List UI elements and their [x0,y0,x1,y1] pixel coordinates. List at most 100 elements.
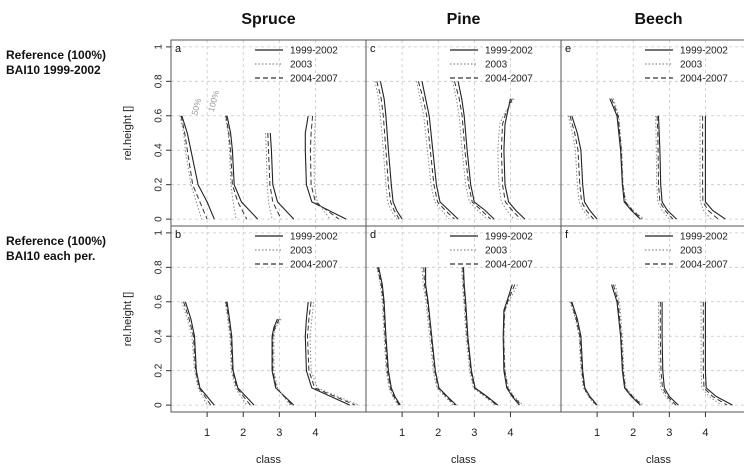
panel-e: e Beech 1999-2002 2003 2004-2007 [560,11,744,227]
panel-frame [170,39,367,227]
series-line-class3-1 [269,132,295,220]
x-tick-label: 4 [702,427,708,439]
series-line-class1-1 [184,301,215,406]
series-line-class2-2 [224,301,248,406]
column-title: Pine [447,11,481,28]
panel-c: c Pine 1999-2002 2003 2004-2007 [365,11,562,227]
legend-label: 2003 [485,60,508,71]
x-axis-label: class [256,454,282,466]
x-tick-label: 3 [666,427,672,439]
series-line-class4-2 [309,301,359,406]
panel-d: d 1 2 3 4 class 1999-2002 2003 2004-2007 [365,225,562,466]
y-tick-label: 0.4 [154,329,165,343]
series-line-class4-3 [702,301,728,406]
series-line-class1-3 [570,301,597,406]
series-line-class4-1 [502,284,520,406]
x-tick-label: 2 [630,427,636,439]
y-tick-label: 1 [154,44,165,50]
series-line-class1-2 [569,301,596,406]
series-line-class4-2 [497,98,515,220]
series-line-class4-3 [500,98,521,220]
series-line-class2-3 [417,81,455,220]
series-line-class4-3 [306,301,356,406]
series-line-class3-2 [265,132,273,220]
series-line-class2-1 [609,98,641,220]
y-tick-label: 0.6 [154,108,165,122]
legend-label: 1999-2002 [290,232,338,243]
series-line-class1-3 [569,115,594,220]
row-label-reference-each: Reference (100%) BAI10 each per. [6,234,106,264]
y-tick-label: 0.4 [154,143,165,157]
x-axis-label: class [451,454,477,466]
panel-frame [365,225,562,413]
series-line-class2-3 [611,98,643,220]
series-line-class1-3 [180,115,208,220]
series-line-class3-3 [462,267,498,406]
y-axis-label: rel.height [] [122,292,134,346]
legend-label: 1999-2002 [680,232,728,243]
series-line-class1-2 [181,301,208,406]
x-tick-label: 2 [240,427,246,439]
series-line-class4-1 [704,115,726,220]
panel-letter: a [175,43,182,55]
panel-a: a Spruce 0 0.2 0.4 0.6 0.8 1 rel.height [] 50% 100… [122,11,367,227]
y-tick-label: 0.6 [154,294,165,308]
series-line-class4-1 [304,115,347,220]
x-tick-label: 3 [471,427,477,439]
series-line-class1-1 [379,81,403,220]
y-tick-label: 0.8 [154,74,165,88]
series-line-class3-1 [457,81,495,220]
y-tick-label: 1 [154,230,165,236]
panel-frame [560,39,744,227]
legend-label: 2003 [485,246,508,257]
series-line-class4-1 [503,98,526,220]
series-line-class2-3 [612,284,643,406]
series-line-class1-1 [571,115,598,220]
series-line-class4-2 [503,284,524,406]
series-line-class3-3 [267,132,282,220]
series-line-class2-1 [226,115,259,220]
series-line-class4-2 [313,115,331,220]
legend-label: 2004-2007 [485,74,533,85]
legend-label: 2003 [680,60,703,71]
legend-label: 2003 [290,246,313,257]
y-tick-label: 0 [154,216,165,222]
panel-f: f 1 2 3 4 class 1999-2002 2003 2004-2007 [560,225,744,466]
row-label-line2: BAI10 each per. [6,249,96,263]
series-line-class3-3 [272,318,293,406]
column-title: Beech [634,11,682,28]
row-label-reference-1999: Reference (100%) BAI10 1999-2002 [6,48,106,78]
series-line-class1-1 [181,115,215,220]
panel-b: b 0 0.2 0.4 0.6 0.8 1 rel.height [] 1 2 3 4 class 199… [122,225,367,466]
series-line-class3-1 [462,267,499,406]
x-tick-label: 1 [204,427,210,439]
row-label-line2: BAI10 1999-2002 [6,63,101,77]
legend-label: 1999-2002 [290,46,338,57]
panel-frame [560,225,744,413]
x-tick-label: 2 [435,427,441,439]
y-tick-label: 0.8 [154,260,165,274]
series-line-class1-1 [571,301,598,406]
series-line-class2-3 [423,267,456,406]
x-tick-label: 1 [594,427,600,439]
x-tick-label: 3 [276,427,282,439]
series-line-class3-1 [271,318,295,406]
series-line-class3-2 [655,115,670,220]
series-line-class4-3 [309,115,340,220]
series-line-class2-1 [611,284,641,406]
x-tick-label: 1 [399,427,405,439]
series-line-class1-3 [183,301,212,406]
series-line-class1-3 [376,81,400,220]
series-line-class3-1 [657,115,677,220]
legend-label: 1999-2002 [485,232,533,243]
legend-label: 2003 [290,60,313,71]
panel-letter: f [565,229,569,241]
x-axis-label: class [646,454,672,466]
series-line-class2-3 [225,301,251,406]
series-line-class4-3 [503,284,522,406]
series-line-class3-3 [659,301,677,406]
x-tick-label: 4 [312,427,318,439]
series-line-class2-3 [225,115,248,220]
series-line-class3-3 [454,81,491,220]
series-line-class2-2 [224,115,237,220]
